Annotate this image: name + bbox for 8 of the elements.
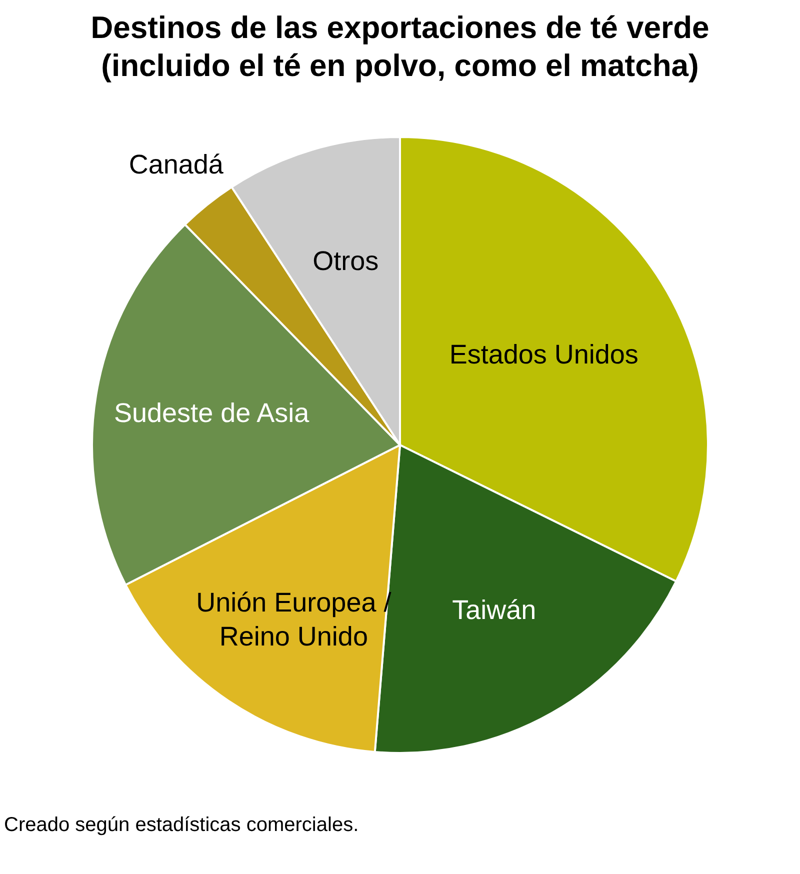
slice-label: Unión Europea / Reino Unido — [196, 588, 392, 652]
slice-label: Otros — [312, 246, 379, 276]
slice-label: Estados Unidos — [449, 340, 638, 370]
chart-title: Destinos de las exportaciones de té verde (incluido el té en polvo, como el matcha) — [90, 10, 710, 83]
slice-label: Taiwán — [452, 595, 536, 626]
slice-label: Sudeste de Asia — [114, 398, 310, 428]
slice-label: Canadá — [128, 150, 224, 180]
text: Creado según estadísticas comerciales. — [4, 813, 360, 838]
